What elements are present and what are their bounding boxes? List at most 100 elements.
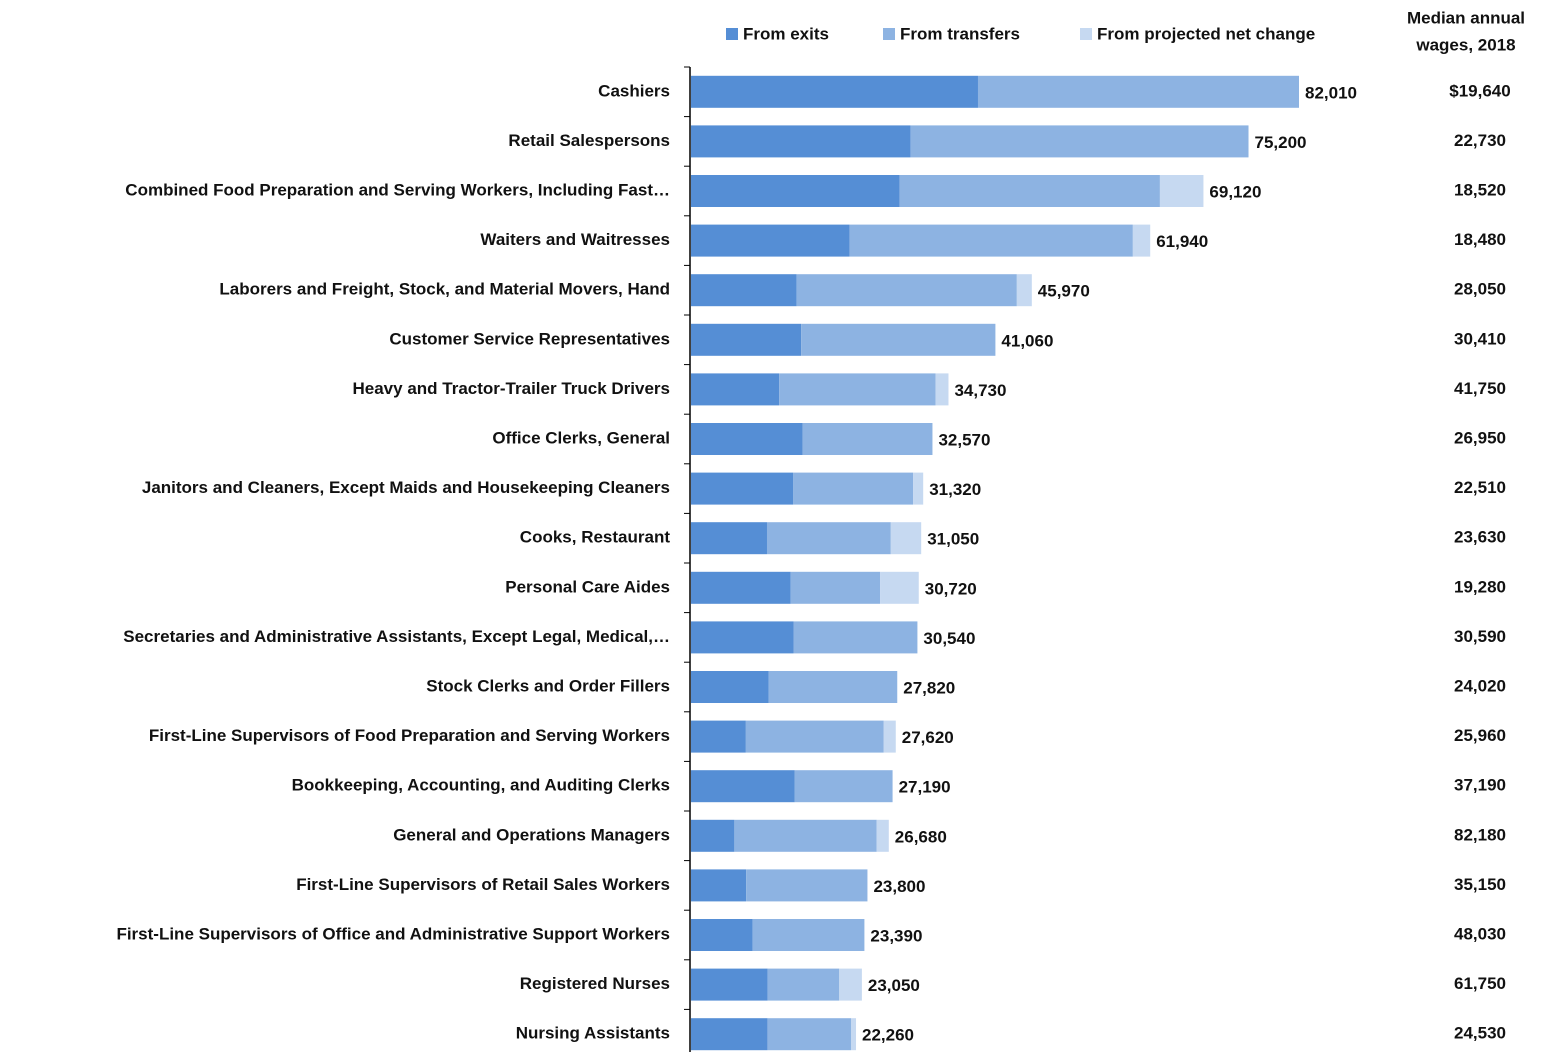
wage-value: 18,480 — [1454, 230, 1506, 249]
bar-segment — [1159, 175, 1204, 207]
bar-segment — [691, 175, 900, 207]
wage-value: $19,640 — [1449, 81, 1510, 100]
category-label: Waiters and Waitresses — [480, 230, 670, 249]
category-label: Registered Nurses — [520, 974, 670, 993]
wage-value: 61,750 — [1454, 974, 1506, 993]
bar-segment — [768, 671, 898, 703]
category-label: Combined Food Preparation and Serving Wo… — [125, 180, 670, 199]
bar-segment — [745, 720, 884, 753]
bar-segment — [691, 968, 768, 1001]
bar-segment — [691, 571, 791, 604]
category-label: Office Clerks, General — [492, 428, 670, 447]
wages-header: wages, 2018 — [1415, 35, 1515, 54]
value-label: 69,120 — [1209, 182, 1261, 201]
bar-segment — [691, 869, 747, 902]
category-label: Secretaries and Administrative Assistant… — [123, 627, 670, 646]
bar-segment — [691, 423, 803, 455]
bar-segment — [691, 274, 797, 307]
bar-segment — [691, 522, 767, 555]
wage-value: 24,020 — [1454, 676, 1506, 695]
bar-segment — [691, 671, 769, 703]
bar-segment — [796, 274, 1017, 307]
bar-segment — [691, 621, 794, 654]
category-label: Bookkeeping, Accounting, and Auditing Cl… — [292, 776, 670, 795]
bar-segment — [802, 423, 933, 455]
wage-value: 28,050 — [1454, 280, 1506, 299]
value-label: 30,540 — [923, 629, 975, 648]
wage-value: 82,180 — [1454, 825, 1506, 844]
wage-value: 30,410 — [1454, 329, 1506, 348]
legend-swatch — [1080, 28, 1092, 40]
bar-segment — [793, 472, 914, 505]
wage-value: 23,630 — [1454, 528, 1506, 547]
bar-segment — [913, 472, 924, 505]
value-label: 31,320 — [929, 480, 981, 499]
bar-segment — [839, 968, 862, 1001]
value-label: 82,010 — [1305, 83, 1357, 102]
legend-label: From exits — [743, 24, 829, 43]
bar-segment — [880, 571, 919, 604]
bar-segment — [766, 522, 891, 555]
bar-segment — [691, 224, 850, 257]
bar-segment — [746, 869, 868, 902]
wage-value: 41,750 — [1454, 379, 1506, 398]
category-label: Laborers and Freight, Stock, and Materia… — [219, 280, 670, 299]
value-label: 61,940 — [1156, 232, 1208, 251]
category-label: Customer Service Representatives — [389, 329, 670, 348]
legend-label: From transfers — [900, 24, 1020, 43]
bar-segment — [850, 1018, 857, 1051]
value-label: 27,190 — [899, 778, 951, 797]
wage-value: 26,950 — [1454, 428, 1506, 447]
bar-segment — [752, 919, 865, 951]
category-label: First-Line Supervisors of Retail Sales W… — [296, 875, 670, 894]
value-label: 23,800 — [873, 877, 925, 896]
value-label: 45,970 — [1038, 282, 1090, 301]
category-label: Retail Salespersons — [508, 131, 670, 150]
category-label: First-Line Supervisors of Office and Adm… — [116, 924, 670, 943]
wage-value: 48,030 — [1454, 924, 1506, 943]
bar-segment — [691, 75, 978, 108]
bar-segment — [910, 125, 1249, 158]
value-label: 32,570 — [938, 430, 990, 449]
category-label: Cashiers — [598, 81, 670, 100]
category-label: Heavy and Tractor-Trailer Truck Drivers — [353, 379, 671, 398]
bar-segment — [734, 819, 877, 852]
bar-segment — [691, 770, 795, 803]
category-label: Nursing Assistants — [516, 1024, 670, 1043]
bar-segment — [977, 75, 1299, 108]
bar-segment — [794, 770, 893, 803]
bar-segment — [935, 373, 949, 406]
wage-value: 37,190 — [1454, 776, 1506, 795]
bar-segment — [691, 919, 753, 951]
bar-segment — [1132, 224, 1151, 257]
bar-segment — [883, 720, 896, 753]
category-label: Janitors and Cleaners, Except Maids and … — [142, 478, 670, 497]
bar-segment — [691, 1018, 768, 1051]
wage-value: 22,730 — [1454, 131, 1506, 150]
category-label: Cooks, Restaurant — [520, 528, 671, 547]
legend-swatch — [726, 28, 738, 40]
bar-segment — [876, 819, 889, 852]
wage-value: 30,590 — [1454, 627, 1506, 646]
bar-segment — [691, 720, 746, 753]
value-label: 22,260 — [862, 1026, 914, 1045]
bar-segment — [1016, 274, 1032, 307]
value-label: 26,680 — [895, 827, 947, 846]
bar-segment — [767, 968, 840, 1001]
category-label: Stock Clerks and Order Fillers — [426, 676, 670, 695]
category-label: First-Line Supervisors of Food Preparati… — [149, 726, 670, 745]
bar-segment — [691, 819, 735, 852]
bar-segment — [899, 175, 1160, 207]
wage-value: 22,510 — [1454, 478, 1506, 497]
legend-label: From projected net change — [1097, 24, 1315, 43]
bar-segment — [779, 373, 936, 406]
legend-swatch — [883, 28, 895, 40]
value-label: 30,720 — [925, 579, 977, 598]
bar-segment — [691, 373, 780, 406]
bar-segment — [849, 224, 1133, 257]
value-label: 41,060 — [1001, 331, 1053, 350]
category-label: General and Operations Managers — [393, 825, 670, 844]
wages-header: Median annual — [1407, 8, 1525, 27]
value-label: 23,390 — [870, 926, 922, 945]
